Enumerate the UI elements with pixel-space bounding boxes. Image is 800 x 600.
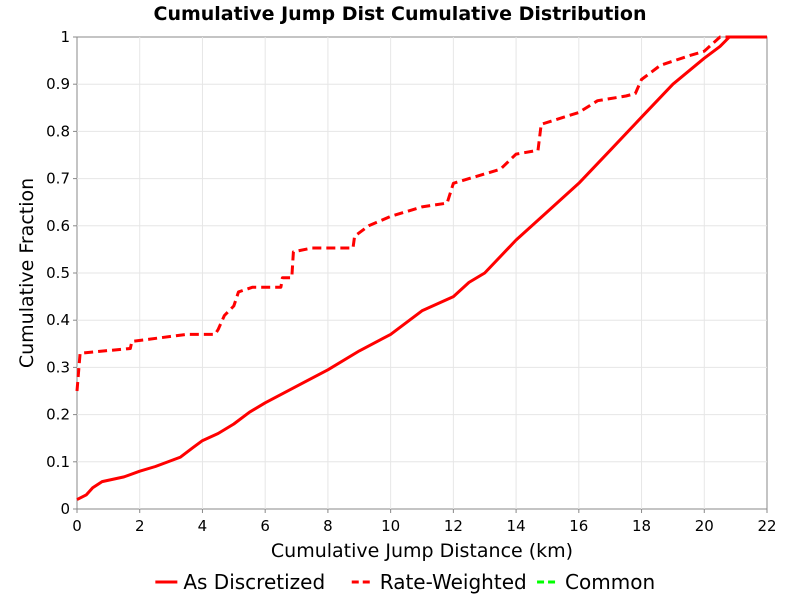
x-tick-label: 2 (135, 517, 145, 535)
legend-label: As Discretized (183, 570, 325, 594)
legend: As Discretized Rate-Weighted Common (155, 570, 655, 594)
y-tick-label: 0.3 (46, 358, 70, 376)
series-line-as-discretized (76, 35, 767, 501)
x-tick-label: 0 (72, 517, 82, 535)
y-tick-label: 0.9 (46, 75, 70, 93)
legend-label: Common (565, 570, 655, 594)
x-tick-label: 12 (444, 517, 463, 535)
x-axis-label: Cumulative Jump Distance (km) (271, 540, 573, 562)
x-tick-label: 22 (757, 517, 776, 535)
y-tick-label: 0.7 (46, 170, 70, 188)
legend-label: Rate-Weighted (380, 570, 527, 594)
x-tick-label: 6 (260, 517, 270, 535)
x-tick-label: 16 (569, 517, 588, 535)
x-tick-label: 4 (198, 517, 208, 535)
y-axis-label: Cumulative Fraction (16, 178, 38, 368)
x-tick-label: 8 (323, 517, 333, 535)
y-tick-label: 0.4 (46, 311, 70, 329)
y-tick-label: 0.5 (46, 264, 70, 282)
y-tick-label: 0.8 (46, 122, 70, 140)
y-axis-ticks: 0 0.1 0.2 0.3 0.4 0.5 0.6 0.7 0.8 0.9 1 (46, 28, 77, 518)
plot-area (75, 35, 768, 510)
x-tick-label: 10 (381, 517, 400, 535)
y-tick-label: 1 (60, 28, 70, 46)
x-tick-label: 14 (507, 517, 526, 535)
x-tick-label: 20 (695, 517, 714, 535)
chart-title: Cumulative Jump Dist Cumulative Distribu… (154, 3, 647, 25)
x-axis-ticks: 0 2 4 6 8 10 12 14 16 18 20 22 (72, 509, 777, 535)
y-tick-label: 0 (60, 500, 70, 518)
y-tick-label: 0.6 (46, 217, 70, 235)
series-layer (75, 35, 767, 501)
x-tick-label: 18 (632, 517, 651, 535)
grid-lines (77, 37, 767, 509)
y-tick-label: 0.2 (46, 406, 70, 424)
series-line-rate-weighted (75, 35, 767, 392)
y-tick-label: 0.1 (46, 453, 70, 471)
